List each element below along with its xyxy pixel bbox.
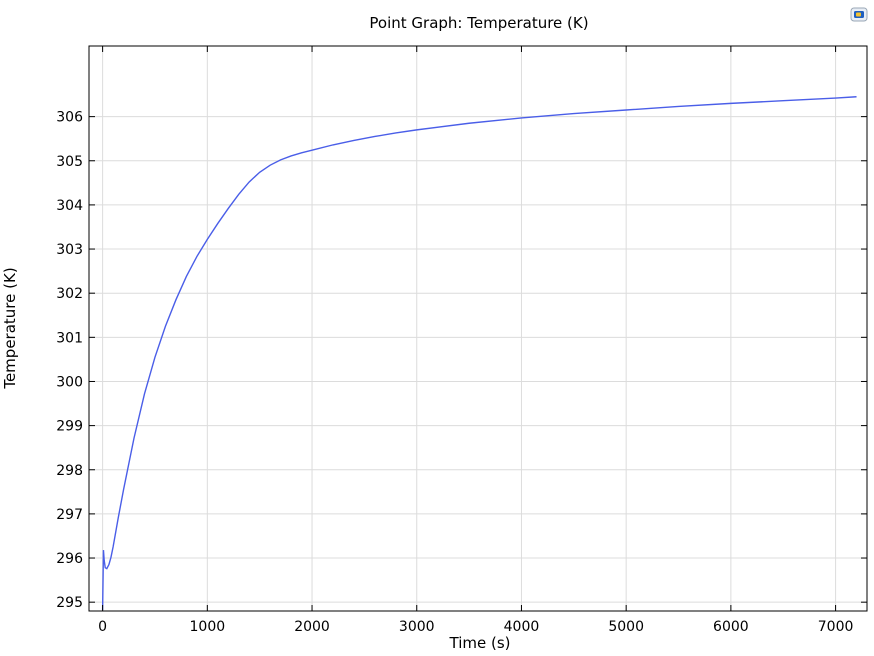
- x-axis-label: Time (s): [449, 634, 511, 652]
- x-tick-label: 5000: [608, 619, 644, 635]
- x-tick-label: 7000: [818, 619, 854, 635]
- y-tick-label: 305: [56, 154, 83, 170]
- y-tick-label: 300: [56, 374, 83, 390]
- y-tick-labels: 295 296 297 298 299 300 301 302 303 304 305 306: [56, 110, 83, 612]
- y-tick-label: 304: [56, 198, 83, 214]
- y-tick-label: 301: [56, 330, 83, 346]
- x-tick-label: 3000: [399, 619, 435, 635]
- y-tick-label: 302: [56, 286, 83, 302]
- y-axis-label: Temperature (K): [1, 267, 19, 389]
- x-tick-label: 2000: [294, 619, 330, 635]
- temperature-series-line: [101, 96, 857, 611]
- grid-layer: [89, 46, 867, 611]
- comsol-logo-icon[interactable]: [850, 7, 868, 22]
- plot-frame: [88, 45, 868, 612]
- y-tick-label: 297: [56, 507, 83, 523]
- y-tick-label: 296: [56, 551, 83, 567]
- x-tick-label: 0: [98, 619, 107, 635]
- y-tick-label: 298: [56, 463, 83, 479]
- y-tick-label: 306: [56, 110, 83, 126]
- y-tick-label: 299: [56, 419, 83, 435]
- x-tick-label: 6000: [713, 619, 749, 635]
- series-layer: [101, 96, 857, 611]
- x-tick-label: 1000: [190, 619, 226, 635]
- x-tick-labels: 0 1000 2000 3000 4000 5000 6000 7000: [98, 619, 853, 635]
- y-tick-label: 303: [56, 242, 83, 258]
- chart-title: Point Graph: Temperature (K): [369, 14, 588, 32]
- tick-layer: [89, 46, 867, 611]
- y-tick-label: 295: [56, 595, 83, 611]
- x-tick-label: 4000: [504, 619, 540, 635]
